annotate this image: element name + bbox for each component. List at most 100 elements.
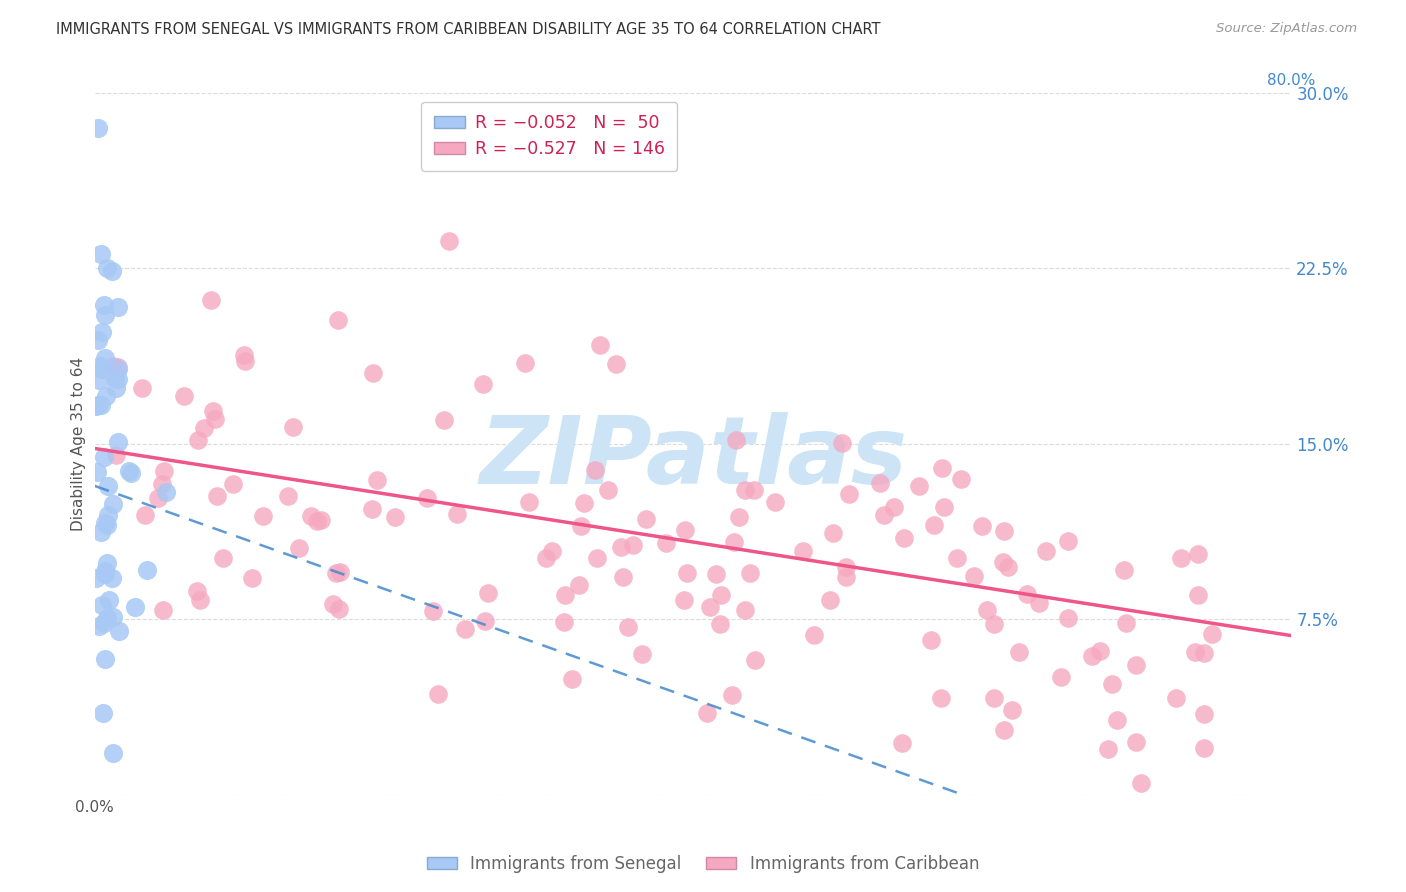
Point bbox=[723, 535, 745, 549]
Point bbox=[89, 359, 111, 373]
Point bbox=[101, 497, 124, 511]
Point bbox=[93, 450, 115, 464]
Point bbox=[835, 559, 858, 574]
Point bbox=[1090, 644, 1112, 658]
Point bbox=[87, 334, 110, 348]
Point bbox=[363, 366, 385, 380]
Point bbox=[631, 647, 654, 661]
Point bbox=[86, 571, 108, 585]
Point bbox=[427, 687, 450, 701]
Point bbox=[87, 398, 110, 412]
Point bbox=[931, 461, 953, 475]
Point bbox=[963, 568, 986, 582]
Point bbox=[1125, 734, 1147, 748]
Point bbox=[433, 413, 456, 427]
Point bbox=[360, 501, 382, 516]
Point bbox=[204, 412, 226, 426]
Point bbox=[107, 371, 129, 385]
Point bbox=[366, 473, 388, 487]
Point bbox=[94, 565, 117, 579]
Point bbox=[422, 604, 444, 618]
Point bbox=[454, 622, 477, 636]
Point bbox=[534, 550, 557, 565]
Point bbox=[309, 512, 332, 526]
Point bbox=[972, 519, 994, 533]
Point bbox=[568, 578, 591, 592]
Point bbox=[96, 556, 118, 570]
Text: Source: ZipAtlas.com: Source: ZipAtlas.com bbox=[1216, 22, 1357, 36]
Point bbox=[1170, 551, 1192, 566]
Point bbox=[222, 477, 245, 491]
Point bbox=[673, 523, 696, 537]
Point bbox=[734, 603, 756, 617]
Point bbox=[610, 541, 633, 555]
Point bbox=[818, 593, 841, 607]
Point bbox=[612, 570, 634, 584]
Point bbox=[101, 264, 124, 278]
Point bbox=[146, 491, 169, 505]
Point bbox=[329, 565, 352, 579]
Point bbox=[993, 723, 1015, 738]
Point bbox=[803, 627, 825, 641]
Point bbox=[328, 602, 350, 616]
Point bbox=[553, 615, 575, 630]
Point bbox=[100, 571, 122, 585]
Point bbox=[721, 688, 744, 702]
Point bbox=[569, 518, 592, 533]
Point bbox=[277, 489, 299, 503]
Point bbox=[1008, 645, 1031, 659]
Point bbox=[233, 353, 256, 368]
Point bbox=[991, 555, 1014, 569]
Point bbox=[744, 652, 766, 666]
Point bbox=[155, 484, 177, 499]
Point bbox=[90, 398, 112, 412]
Point bbox=[1187, 588, 1209, 602]
Point bbox=[96, 611, 118, 625]
Point bbox=[97, 478, 120, 492]
Point bbox=[107, 434, 129, 449]
Point bbox=[97, 508, 120, 522]
Point bbox=[101, 610, 124, 624]
Point bbox=[1194, 646, 1216, 660]
Point bbox=[124, 599, 146, 614]
Point bbox=[1114, 563, 1136, 577]
Point bbox=[188, 593, 211, 607]
Point bbox=[821, 526, 844, 541]
Point bbox=[710, 589, 733, 603]
Point bbox=[654, 536, 676, 550]
Point bbox=[93, 616, 115, 631]
Point bbox=[724, 434, 747, 448]
Point bbox=[474, 614, 496, 628]
Point bbox=[135, 564, 157, 578]
Point bbox=[201, 404, 224, 418]
Point bbox=[838, 486, 860, 500]
Point bbox=[932, 500, 955, 514]
Point bbox=[589, 337, 612, 351]
Point bbox=[233, 348, 256, 362]
Point bbox=[598, 483, 620, 497]
Point bbox=[1050, 670, 1073, 684]
Point bbox=[1097, 742, 1119, 756]
Point bbox=[1057, 611, 1080, 625]
Point bbox=[1056, 533, 1078, 548]
Point bbox=[200, 293, 222, 308]
Point bbox=[93, 516, 115, 531]
Point bbox=[976, 603, 998, 617]
Point bbox=[763, 495, 786, 509]
Point bbox=[240, 571, 263, 585]
Point bbox=[84, 399, 107, 413]
Point bbox=[107, 624, 129, 638]
Point bbox=[704, 566, 727, 581]
Point bbox=[152, 602, 174, 616]
Point bbox=[193, 421, 215, 435]
Point bbox=[572, 496, 595, 510]
Point bbox=[709, 617, 731, 632]
Point bbox=[873, 508, 896, 522]
Point bbox=[517, 495, 540, 509]
Point bbox=[908, 478, 931, 492]
Point bbox=[93, 567, 115, 582]
Point bbox=[101, 746, 124, 760]
Point bbox=[1105, 713, 1128, 727]
Point bbox=[742, 483, 765, 497]
Point bbox=[929, 691, 952, 706]
